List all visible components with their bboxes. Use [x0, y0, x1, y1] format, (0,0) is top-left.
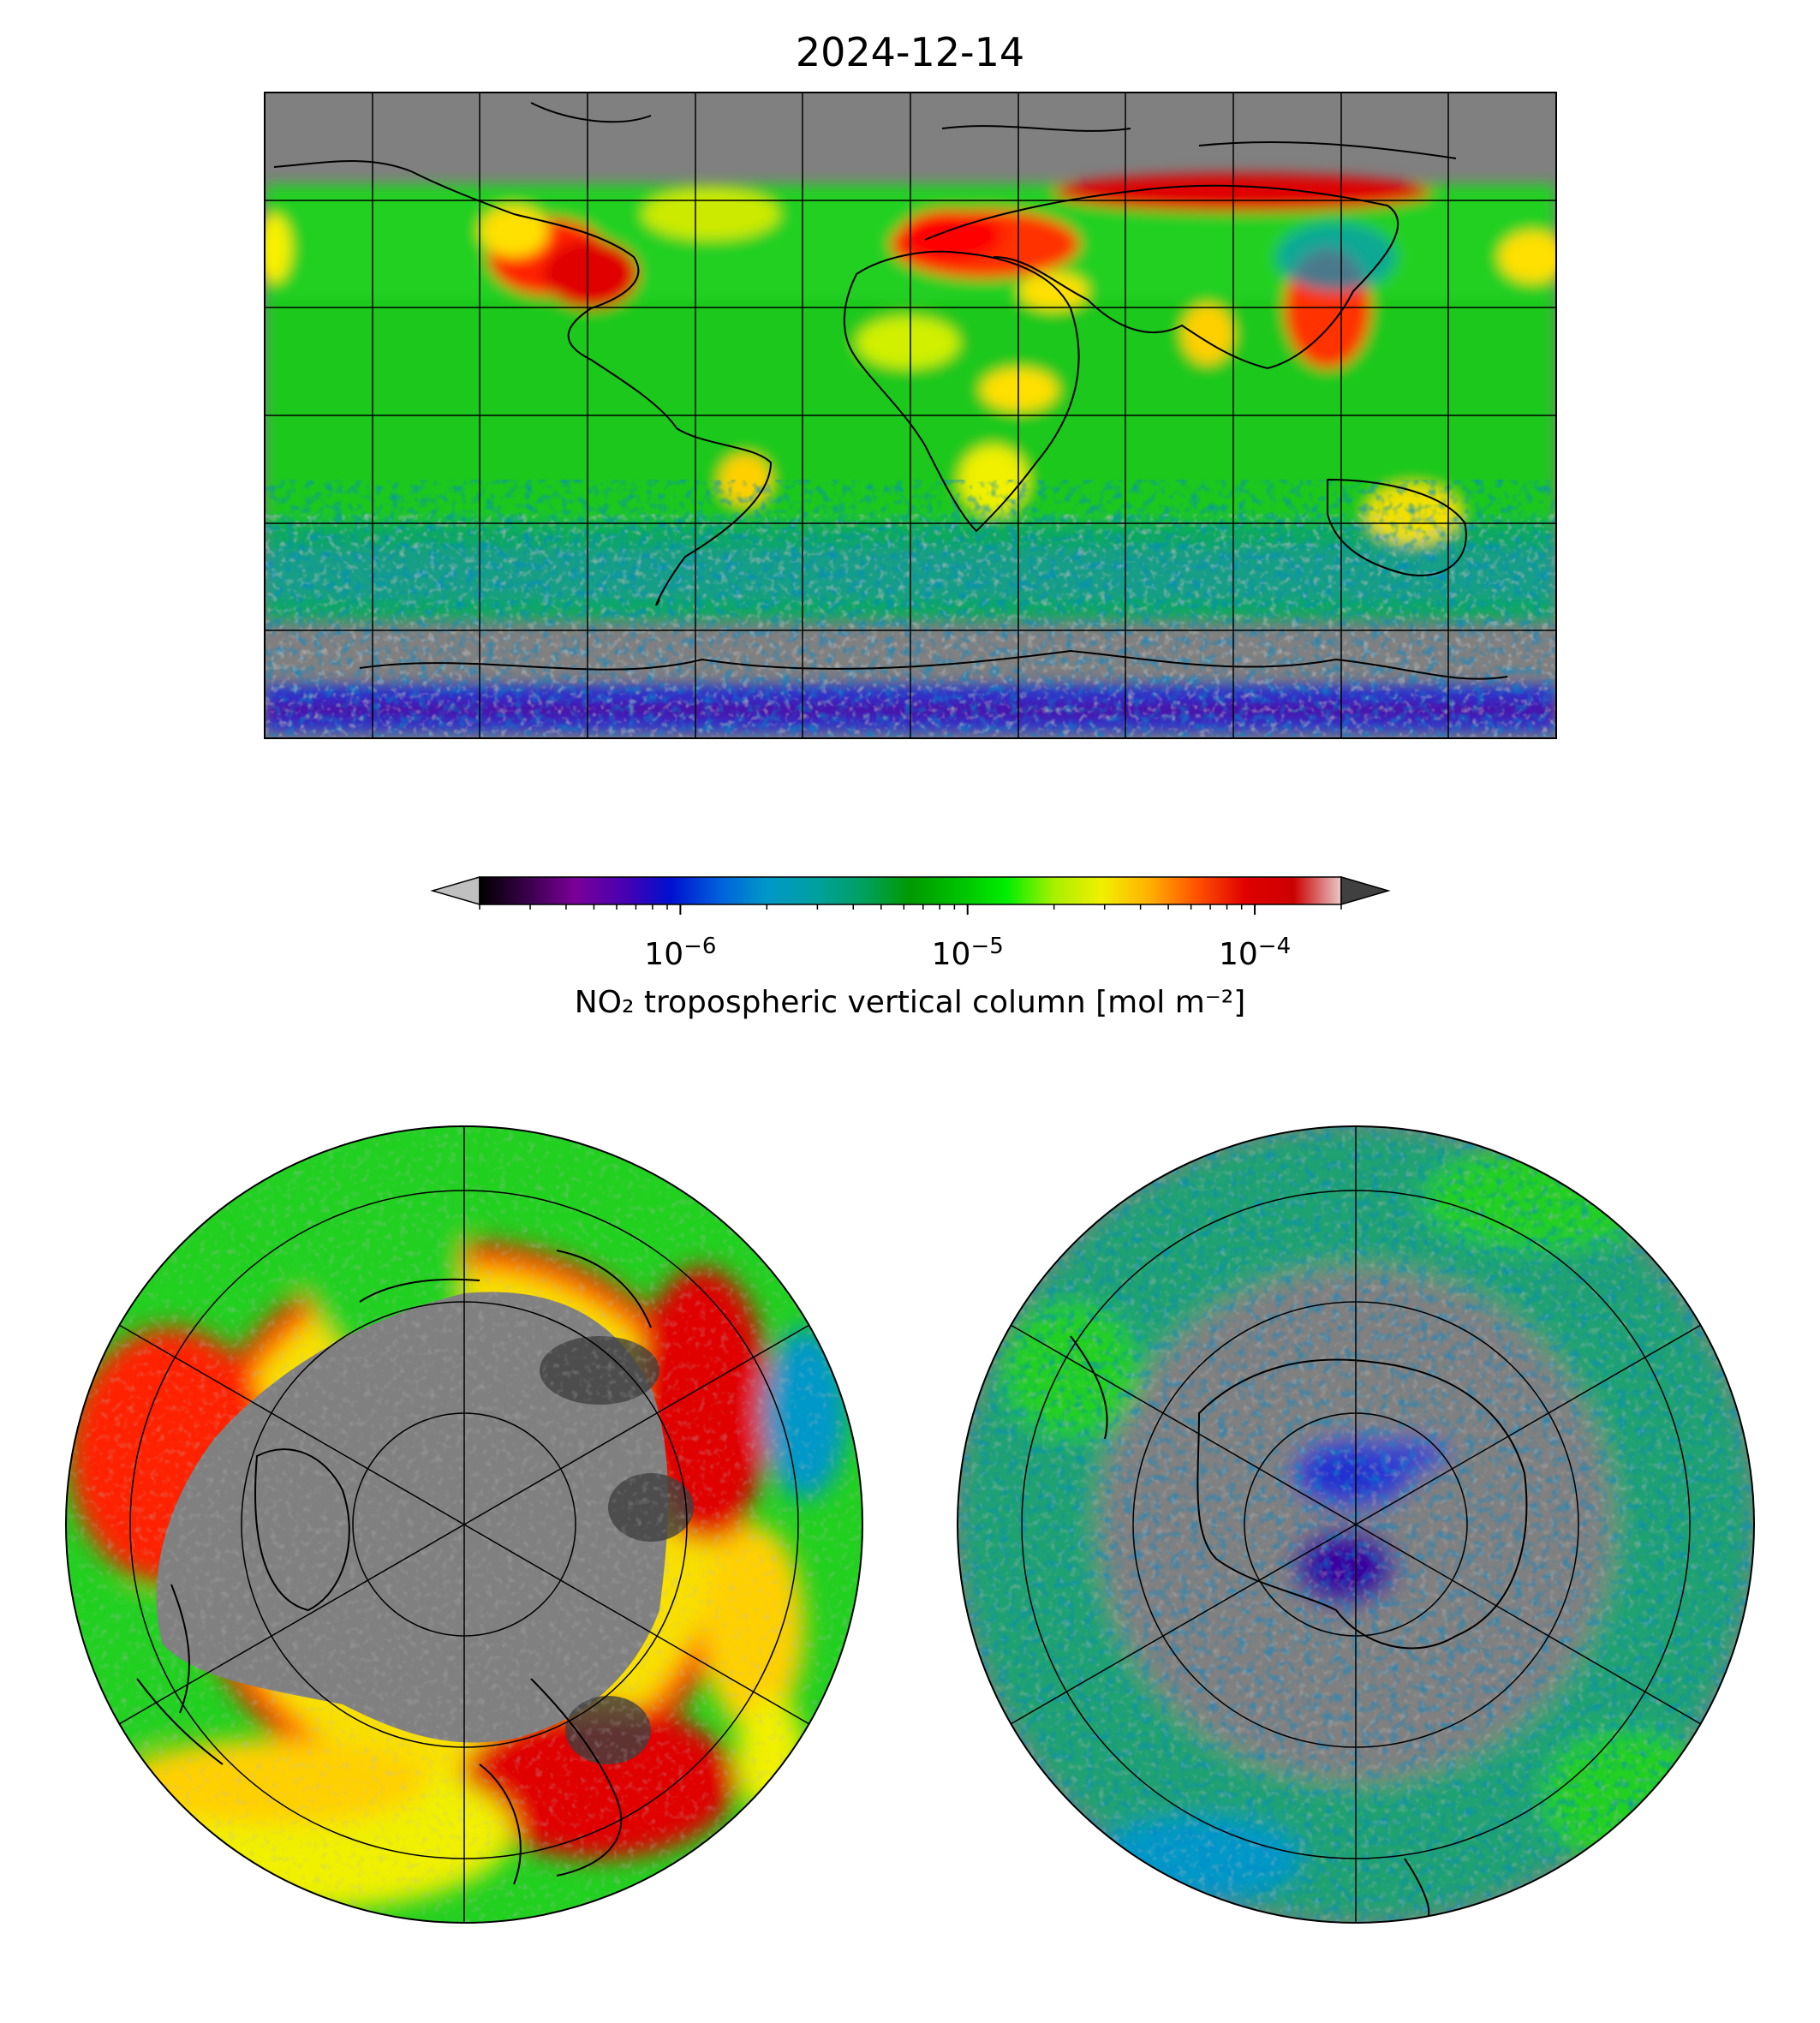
south-polar-frame: [957, 1125, 1755, 1924]
north-polar-gridlines: [118, 1126, 810, 1923]
north-polar-map: [66, 1126, 862, 1923]
colorbar-tick-label: 10−5: [931, 934, 1004, 972]
north-polar-coastlines: [136, 1250, 652, 1885]
north-polar-frame: [65, 1125, 863, 1924]
colorbar-label: NO₂ tropospheric vertical column [mol m⁻…: [574, 985, 1246, 1020]
colorbar-under-extension: [430, 876, 480, 905]
colorbar-tick-label: 10−4: [1218, 934, 1292, 972]
south-polar-map: [958, 1126, 1754, 1923]
global-map-frame: [264, 92, 1557, 739]
global-coastlines: [273, 102, 1508, 680]
page-title: 2024-12-14: [795, 29, 1025, 75]
colorbar-over-extension: [1340, 876, 1391, 905]
colorbar-ticks: [479, 904, 1342, 915]
colorbar-gradient: [480, 877, 1341, 904]
south-polar-gridlines: [1010, 1126, 1702, 1923]
global-gridlines: [265, 92, 1556, 738]
global-map: [265, 92, 1556, 738]
colorbar: [430, 876, 1391, 915]
colorbar-tick-label: 10−6: [644, 934, 717, 972]
